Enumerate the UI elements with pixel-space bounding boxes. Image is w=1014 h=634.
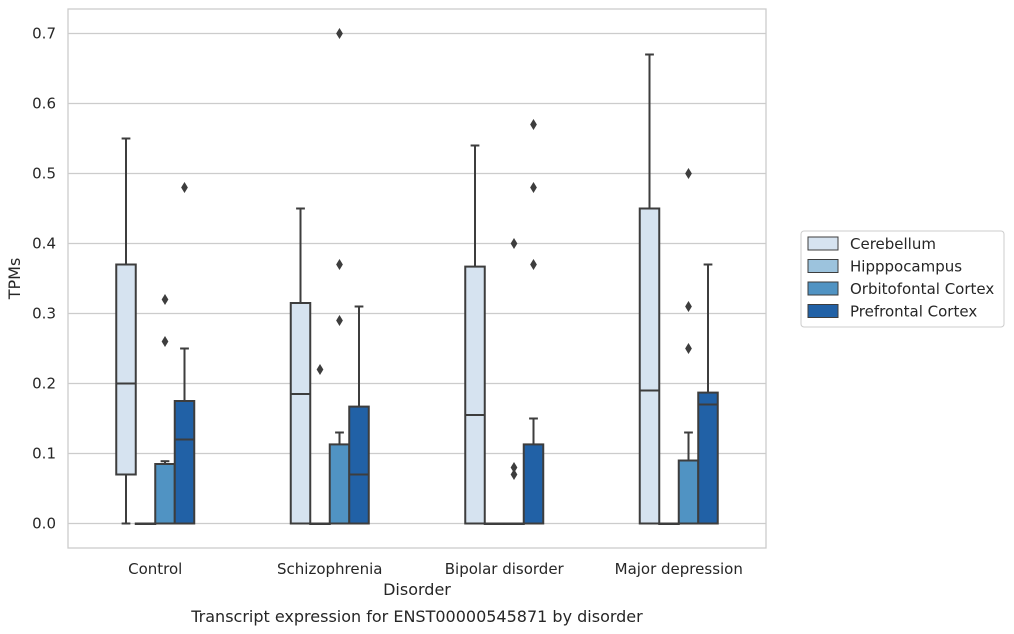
legend: Cerebellum Hipppocampus Orbitofontal Corte… [800,230,1005,328]
outlier-point [161,294,169,305]
box-body [289,302,312,525]
outlier-point [161,336,169,347]
legend-swatch [807,281,839,296]
legend-label: Orbitofontal Cortex [850,280,994,298]
y-tick-label: 0.6 [32,95,56,113]
box-body [173,400,196,525]
box-body [464,265,486,525]
gridlines [68,32,766,525]
x-tick-label: Schizophrenia [277,560,382,578]
x-tick-label: Major depression [615,560,743,578]
box-1-1 [309,364,331,525]
box-body [638,207,661,525]
outlier-point [510,238,518,249]
outlier-point [181,182,188,193]
x-tick-label: Control [128,560,182,578]
box-0-2 [154,294,176,525]
y-tick-label: 0.1 [32,445,56,463]
legend-label: Prefrontal Cortex [850,303,977,321]
box-1-2 [328,28,351,525]
legend-label: Hipppocampus [850,258,962,276]
plot-area-frame [67,8,767,549]
box-2-3 [522,119,545,525]
outlier-point [685,343,692,354]
y-tick-label: 0.3 [32,305,56,323]
outlier-point [316,364,324,375]
outlier-point [530,259,537,270]
box-body [115,263,137,476]
legend-frame [800,230,1005,328]
y-tick-label: 0.7 [32,25,56,43]
outlier-point [685,301,692,312]
box-2-2 [503,238,525,525]
box-3-2 [677,168,700,525]
box-3-3 [697,263,719,525]
box-body [154,463,176,525]
box-body [328,443,351,525]
box-body [697,391,719,525]
outlier-point [510,462,518,473]
y-tick-label: 0.2 [32,375,56,393]
y-tick-label: 0.5 [32,165,56,183]
legend-swatch [807,259,839,273]
box-1-0 [289,207,312,525]
outlier-point [336,315,343,326]
box-3-1 [658,522,680,525]
box-body [348,405,370,525]
chart-caption: Transcript expression for ENST0000054587… [190,607,643,626]
box-1-3 [348,305,370,525]
legend-swatch [807,304,839,318]
outlier-point [685,168,692,179]
outlier-point [510,469,518,480]
legend-label: Cerebellum [850,235,936,253]
x-axis-title: Disorder [383,580,451,599]
box-2-0 [464,144,486,525]
outlier-point [336,259,343,270]
x-tick-label: Bipolar disorder [445,560,565,578]
box-body [677,459,700,525]
legend-swatch [807,236,839,251]
outlier-point [336,28,343,39]
y-tick-label: 0.4 [32,235,56,253]
y-axis-title: TPMs [5,258,24,301]
outlier-point [530,182,537,193]
box-3-0 [638,53,661,525]
box-body [522,443,545,525]
outlier-point [530,119,537,130]
y-axis-ticks: 0.0 0.1 0.2 0.3 0.4 0.5 0.6 0.7 [32,25,56,533]
x-axis-ticks: Control Schizophrenia Bipolar disorder Majo… [128,560,743,578]
box-0-0 [115,137,137,525]
box-0-1 [134,522,157,525]
box-0-3 [173,182,196,525]
box-2-1 [483,522,506,525]
boxplot-marks [115,28,719,525]
y-tick-label: 0.0 [32,515,56,533]
